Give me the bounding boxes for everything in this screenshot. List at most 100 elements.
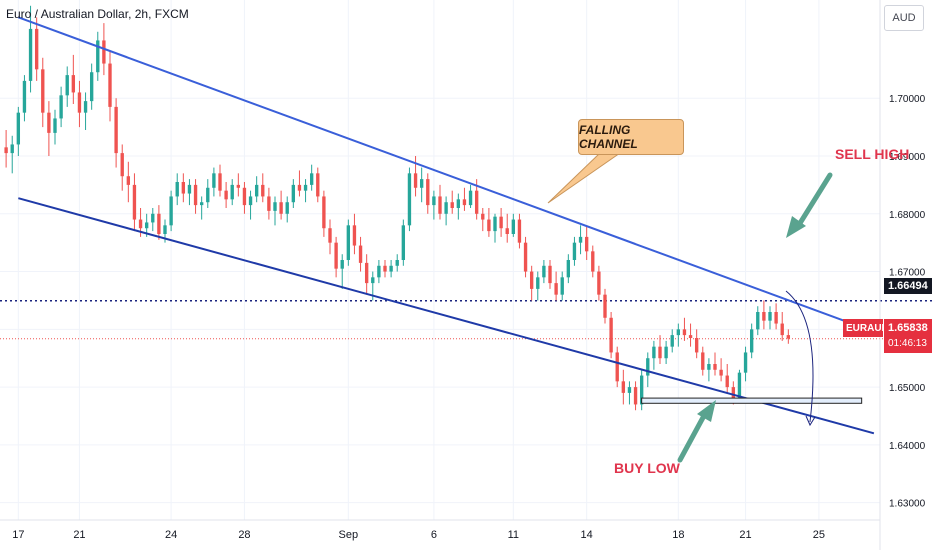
candle [652, 340, 656, 370]
candle-body [639, 375, 644, 405]
sell-arrowhead-icon [786, 216, 806, 238]
candle [230, 179, 234, 206]
candles [4, 5, 791, 411]
x-tick-label: 14 [581, 529, 593, 541]
candle [346, 219, 351, 266]
candle-body [126, 176, 131, 185]
candle [444, 196, 448, 226]
candle [572, 236, 577, 266]
candle-body [358, 245, 363, 263]
candle-body [572, 242, 577, 260]
candle [591, 245, 595, 278]
candle-body [719, 369, 723, 376]
candle-body [199, 202, 204, 206]
candle [126, 161, 131, 203]
candle-body [487, 219, 491, 232]
candle [71, 54, 76, 104]
candle-body [768, 312, 772, 321]
x-tick-label: 24 [165, 529, 177, 541]
x-axis: 17 21 24 28 Sep 6 11 14 18 21 25 [0, 519, 880, 541]
candle-body [322, 196, 326, 229]
candle-body [218, 173, 222, 191]
x-tick-label: 28 [238, 529, 250, 541]
candle [646, 352, 650, 388]
candle [749, 323, 754, 359]
candle-body [676, 329, 681, 336]
candle [193, 179, 198, 214]
candle [511, 213, 516, 237]
candle [65, 66, 69, 107]
candle-body [47, 112, 51, 133]
candle-body [603, 294, 607, 318]
candle-body [328, 228, 332, 243]
candle-body [456, 199, 461, 208]
candle-body [297, 184, 302, 191]
candle [297, 170, 302, 197]
candle [212, 167, 216, 197]
candle [505, 213, 509, 243]
price-levels [0, 300, 932, 340]
candle-body [96, 40, 100, 73]
candle [743, 346, 748, 382]
candle-body [242, 187, 247, 206]
candle [499, 208, 503, 237]
buy-low-label: BUY LOW [614, 460, 680, 476]
candle [10, 135, 14, 174]
candle-body [505, 228, 509, 234]
candle-body [627, 387, 632, 393]
candle [236, 173, 241, 197]
y-tick-label: 1.69000 [889, 152, 926, 163]
grid-lines [0, 0, 880, 520]
y-tick-label: 1.70000 [889, 94, 926, 105]
candle [713, 352, 717, 376]
candle-body [725, 375, 729, 388]
candle [59, 86, 63, 128]
candle-body [578, 236, 583, 243]
candle [780, 312, 784, 341]
x-tick-label: 11 [508, 529, 519, 541]
candle-body [597, 271, 601, 295]
candle-body [89, 72, 94, 102]
candle-body [236, 184, 241, 188]
candle-body [481, 213, 485, 220]
candle [377, 260, 381, 284]
channel-lower-line [18, 197, 875, 435]
candle-body [10, 144, 14, 154]
candle-body [731, 387, 736, 399]
support-zone-box [641, 397, 863, 404]
candle [206, 179, 210, 208]
candle-body [658, 346, 662, 359]
currency-selector[interactable]: AUD [884, 5, 924, 31]
candle-body [28, 28, 33, 81]
x-tick-label: 6 [431, 529, 437, 541]
x-tick-label: 21 [739, 529, 751, 541]
candle-body [450, 202, 454, 208]
candle-body [285, 202, 289, 214]
candle-body [780, 323, 784, 336]
candle [701, 346, 705, 376]
candle [22, 75, 27, 122]
candle [218, 164, 222, 197]
bar-countdown: 01:46:13 [888, 338, 927, 349]
candle [560, 271, 564, 301]
candle-body [756, 312, 760, 330]
candle [597, 265, 601, 301]
candle [120, 144, 124, 191]
candle [688, 323, 693, 347]
candle-body [701, 352, 705, 370]
candle [523, 236, 528, 278]
candle [395, 254, 399, 272]
candle [639, 369, 644, 411]
candle [96, 31, 100, 81]
candle [267, 187, 271, 220]
candle-body [303, 184, 308, 191]
candle [77, 80, 82, 128]
candle [670, 329, 674, 353]
candle [254, 176, 259, 203]
candle [529, 265, 534, 301]
y-tick-label: 1.68000 [889, 210, 926, 221]
candle-body [694, 338, 699, 353]
candle [175, 173, 179, 206]
